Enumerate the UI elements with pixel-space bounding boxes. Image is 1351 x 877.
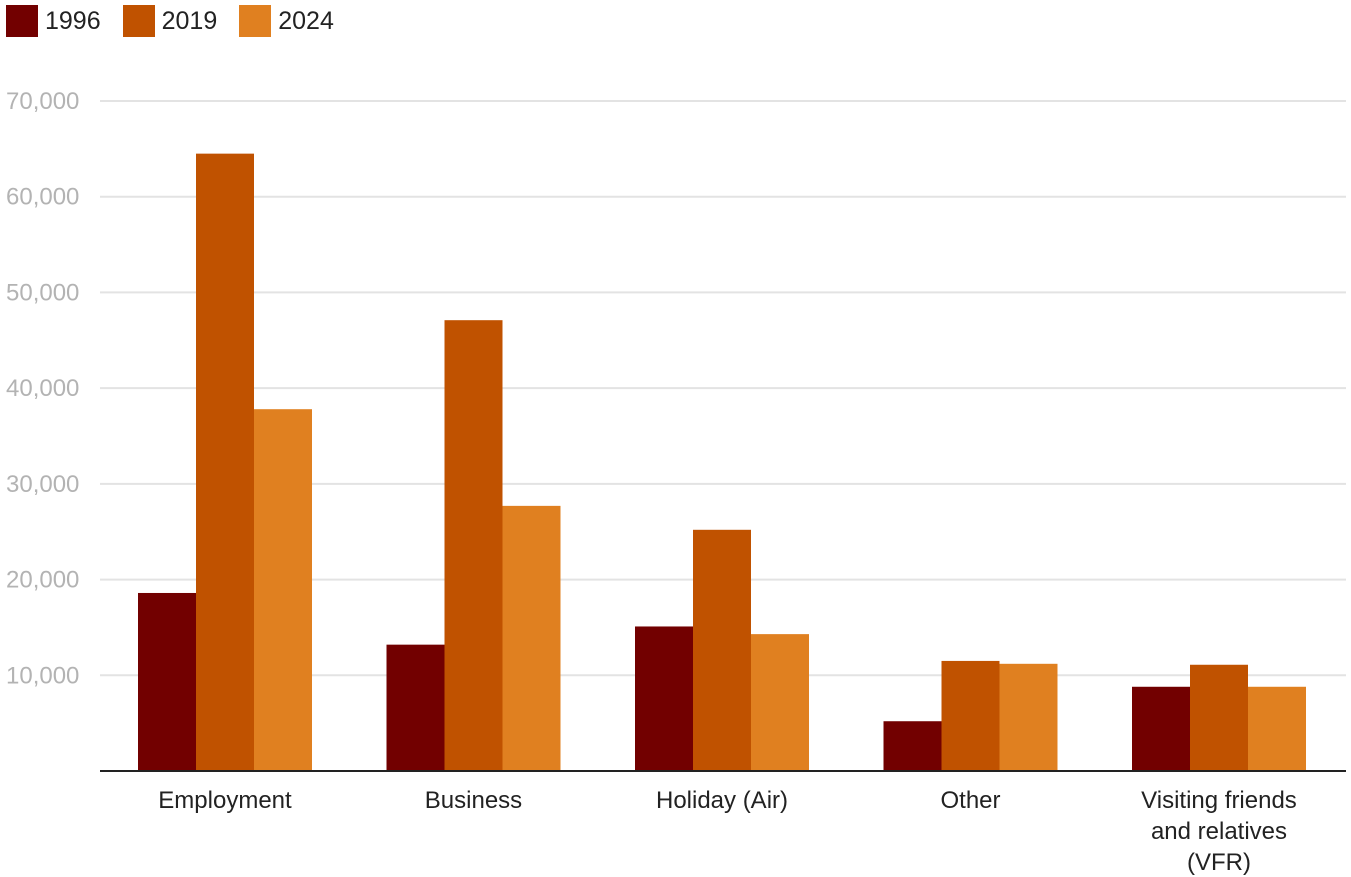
y-tick-label: 70,000 [6, 88, 79, 115]
legend-item-2024: 2024 [239, 5, 334, 37]
legend-item-1996: 1996 [6, 5, 101, 37]
x-tick-label-line: Holiday (Air) [656, 787, 788, 814]
legend-swatch-2019 [122, 5, 155, 37]
bar-2019 [1190, 664, 1248, 771]
x-axis-tick-labels: Employment Business Holiday (Air) Other Visi… [158, 787, 1297, 876]
bars [138, 153, 1306, 772]
bar-2024 [999, 663, 1058, 771]
bar-2024 [502, 505, 561, 771]
x-tick-label: Employment [158, 787, 292, 814]
bar-2024 [751, 634, 809, 771]
x-tick-label: Business [425, 787, 522, 814]
y-tick-label: 40,000 [6, 375, 79, 402]
x-tick-label-line: Business [425, 787, 522, 814]
bar-2024 [1248, 686, 1306, 771]
chart-legend: 1996 2019 2024 [6, 4, 356, 38]
bar-2019 [693, 529, 751, 771]
legend-item-2019: 2019 [122, 5, 218, 37]
y-tick-label: 10,000 [6, 662, 79, 689]
x-tick-label: Holiday (Air) [656, 787, 788, 814]
y-axis-tick-labels: 10,000 20,000 30,000 40,000 50,000 60,000 70,0… [6, 88, 79, 689]
y-tick-label: 60,000 [6, 184, 79, 211]
bar-1996 [883, 721, 942, 771]
legend-swatch-1996 [6, 5, 38, 37]
y-tick-label: 30,000 [6, 471, 79, 498]
bar-1996 [635, 626, 693, 771]
x-tick-label-line: Employment [158, 787, 292, 814]
y-tick-label: 20,000 [6, 567, 79, 594]
y-tick-label: 50,000 [6, 279, 79, 306]
x-tick-label-line: Other [940, 787, 1000, 814]
legend-label-2019: 2019 [161, 6, 218, 35]
bar-2019 [196, 153, 254, 772]
bar-1996 [386, 644, 445, 771]
x-tick-label: Visiting friends and relatives (VFR) [1141, 787, 1297, 876]
bar-2024 [254, 409, 312, 771]
legend-label-1996: 1996 [45, 6, 101, 35]
bar-2019 [941, 660, 1000, 771]
bar-1996 [138, 592, 196, 771]
bar-1996 [1132, 686, 1190, 771]
x-tick-label: Other [940, 787, 1000, 814]
x-tick-label-line: Visiting friends [1141, 787, 1297, 814]
x-tick-label-line: and relatives [1151, 818, 1287, 845]
legend-label-2024: 2024 [278, 6, 334, 35]
x-tick-label-line: (VFR) [1187, 849, 1251, 876]
legend-swatch-2024 [239, 5, 272, 37]
bar-2019 [444, 320, 503, 771]
